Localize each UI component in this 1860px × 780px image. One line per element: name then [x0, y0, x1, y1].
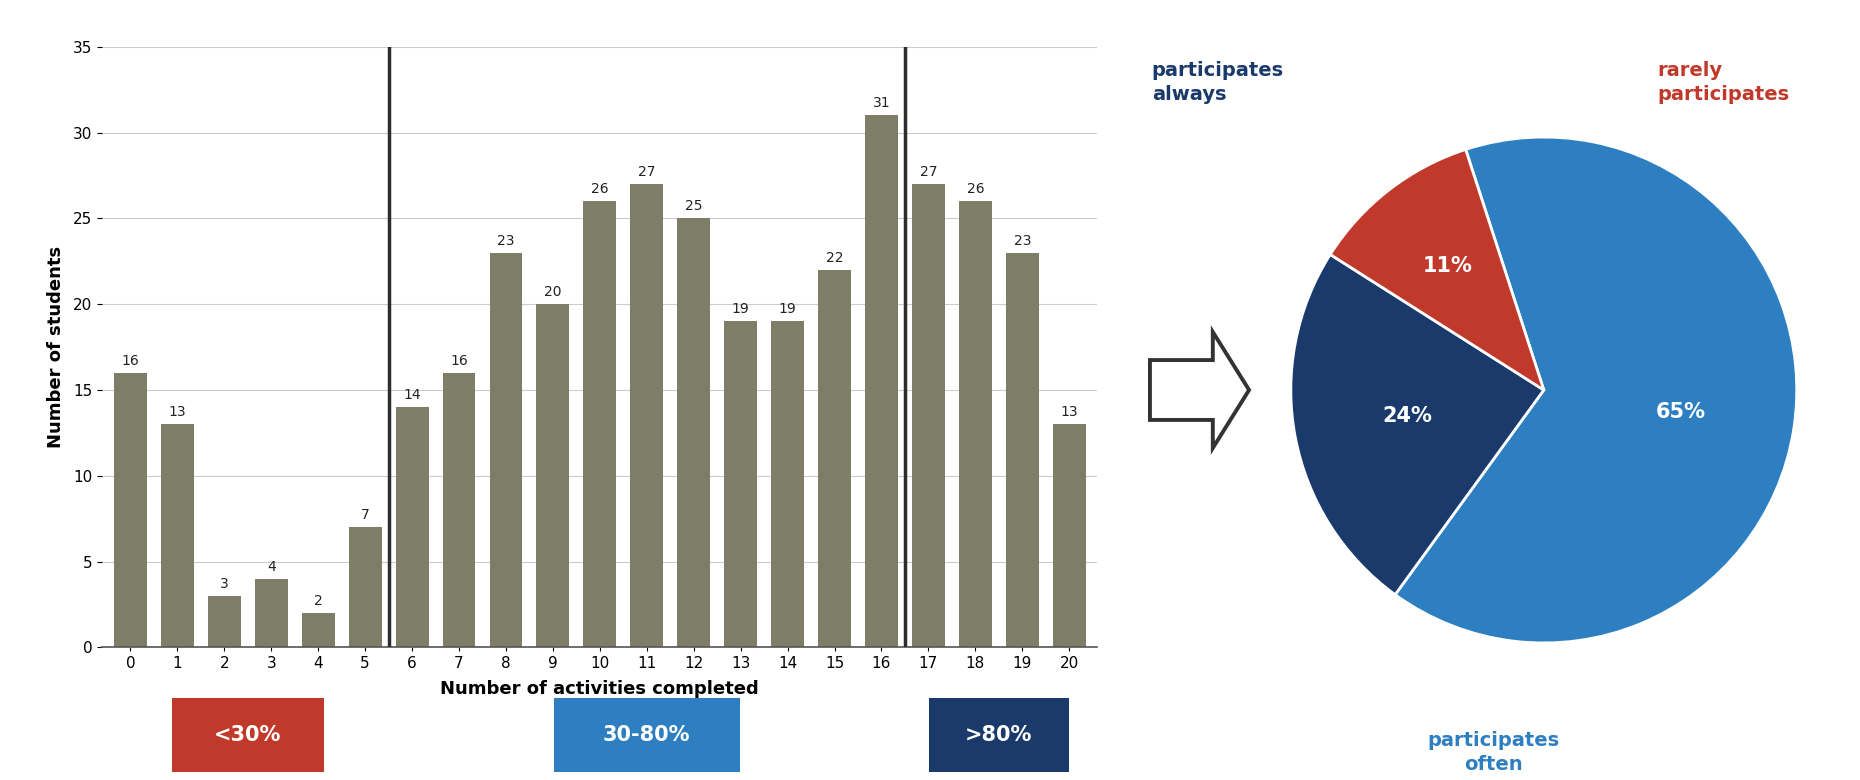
Bar — [536, 304, 569, 647]
Bar — [677, 218, 711, 647]
Bar — [255, 579, 288, 647]
Text: 25: 25 — [684, 199, 703, 213]
Bar — [348, 527, 381, 647]
Wedge shape — [1395, 137, 1797, 643]
Text: >80%: >80% — [965, 725, 1032, 745]
Bar — [301, 613, 335, 647]
Bar — [960, 201, 991, 647]
Bar — [911, 184, 945, 647]
Bar — [489, 253, 523, 647]
Text: 19: 19 — [731, 302, 750, 316]
Text: 13: 13 — [169, 405, 186, 419]
Text: 23: 23 — [497, 233, 515, 247]
Bar — [208, 596, 240, 647]
Text: participates
always: participates always — [1151, 61, 1283, 104]
Bar — [162, 424, 193, 647]
Text: 7: 7 — [361, 508, 370, 522]
Text: 3: 3 — [219, 576, 229, 590]
Bar — [396, 407, 428, 647]
Text: 26: 26 — [591, 182, 608, 196]
Bar — [865, 115, 898, 647]
Text: 26: 26 — [967, 182, 984, 196]
Text: 19: 19 — [779, 302, 796, 316]
Text: rarely
participates: rarely participates — [1657, 61, 1789, 104]
Text: 30-80%: 30-80% — [603, 725, 690, 745]
Text: 14: 14 — [404, 388, 420, 402]
Text: 13: 13 — [1060, 405, 1079, 419]
Bar — [1006, 253, 1038, 647]
Text: 2: 2 — [314, 594, 322, 608]
Bar — [724, 321, 757, 647]
Bar — [113, 373, 147, 647]
Text: 23: 23 — [1014, 233, 1030, 247]
Wedge shape — [1330, 150, 1544, 390]
Text: 4: 4 — [266, 559, 275, 573]
Bar — [443, 373, 476, 647]
Text: 16: 16 — [121, 353, 140, 367]
Text: 20: 20 — [545, 285, 562, 299]
Text: 27: 27 — [919, 165, 937, 179]
Bar — [772, 321, 804, 647]
Text: 27: 27 — [638, 165, 655, 179]
Wedge shape — [1291, 254, 1544, 594]
Text: 16: 16 — [450, 353, 469, 367]
Bar — [818, 270, 852, 647]
Bar — [584, 201, 616, 647]
Text: <30%: <30% — [214, 725, 281, 745]
Bar — [631, 184, 664, 647]
Text: participates
often: participates often — [1427, 732, 1559, 774]
Y-axis label: Number of students: Number of students — [46, 246, 65, 448]
FancyArrow shape — [1149, 332, 1250, 448]
X-axis label: Number of activities completed: Number of activities completed — [441, 679, 759, 698]
Bar — [1053, 424, 1086, 647]
Text: 65%: 65% — [1655, 402, 1706, 422]
Text: 24%: 24% — [1382, 406, 1432, 426]
Text: 11%: 11% — [1423, 256, 1473, 276]
Text: 31: 31 — [872, 96, 891, 110]
Text: 22: 22 — [826, 250, 843, 264]
